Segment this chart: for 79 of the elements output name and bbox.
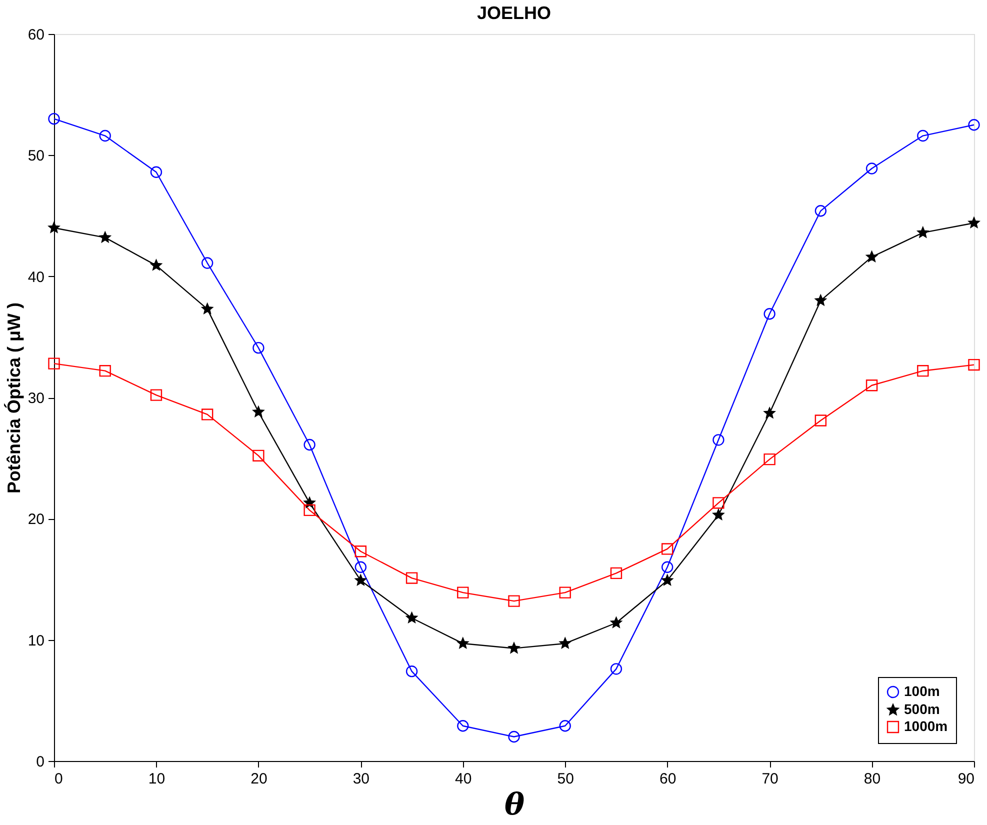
y-tick-label: 50 <box>28 148 44 165</box>
legend-label: 100m <box>904 683 940 699</box>
point <box>406 666 418 678</box>
point <box>712 509 724 520</box>
point <box>661 561 674 573</box>
point <box>457 586 469 598</box>
point <box>764 407 776 418</box>
point <box>304 504 316 516</box>
point <box>866 162 878 174</box>
point <box>917 130 929 142</box>
point <box>99 365 111 377</box>
point <box>508 642 520 654</box>
y-axis-title: Potência Óptica ( μW ) <box>4 302 24 494</box>
point <box>814 414 827 426</box>
point <box>201 257 214 269</box>
point <box>815 294 826 306</box>
point <box>48 222 60 233</box>
point <box>354 561 367 573</box>
point <box>406 612 418 623</box>
point <box>610 567 622 580</box>
point <box>99 130 111 142</box>
point <box>252 450 264 462</box>
point <box>252 342 264 354</box>
point <box>917 365 929 377</box>
x-tick-label: 40 <box>455 770 472 788</box>
point <box>48 112 60 125</box>
legend-label: 500m <box>904 701 940 717</box>
point <box>968 119 980 131</box>
point <box>201 408 214 420</box>
point <box>559 586 571 598</box>
point <box>457 638 468 648</box>
point <box>712 497 724 509</box>
y-tick-label: 60 <box>28 26 44 44</box>
x-tick-label: 10 <box>148 770 166 788</box>
point <box>610 617 622 628</box>
x-tick-label: 50 <box>557 770 574 788</box>
x-tick-label: 90 <box>958 770 974 788</box>
point <box>814 205 827 217</box>
point <box>764 453 776 466</box>
y-tick-label: 30 <box>28 390 44 407</box>
point <box>610 663 622 675</box>
point <box>764 308 776 320</box>
point <box>662 574 673 586</box>
point <box>508 595 520 607</box>
x-tick-label: 0 <box>54 770 63 788</box>
point <box>150 389 162 401</box>
point <box>508 730 520 743</box>
point <box>252 406 264 417</box>
point <box>202 303 213 314</box>
point <box>406 572 418 584</box>
y-tick-label: 20 <box>28 511 44 528</box>
x-tick-label: 30 <box>352 770 370 788</box>
point <box>917 226 928 238</box>
x-tick-label: 80 <box>864 770 881 788</box>
point <box>559 720 571 732</box>
y-tick-label: 40 <box>28 268 44 286</box>
point <box>661 543 674 555</box>
point <box>457 720 469 732</box>
point <box>354 546 367 558</box>
point <box>355 574 366 586</box>
chart-title: JOELHO <box>476 3 552 23</box>
point <box>866 251 878 262</box>
point <box>968 217 980 228</box>
y-tick-label: 0 <box>36 754 44 770</box>
x-tick-label: 70 <box>762 770 778 788</box>
x-tick-label: 20 <box>250 770 268 788</box>
point <box>304 438 316 451</box>
point <box>712 434 724 446</box>
y-tick-label: 10 <box>28 632 44 650</box>
point <box>100 232 111 242</box>
x-axis-title: θ <box>504 788 525 822</box>
point <box>560 638 571 648</box>
point <box>968 358 980 371</box>
point <box>866 380 878 392</box>
point <box>48 358 60 370</box>
x-tick-label: 60 <box>659 770 676 788</box>
point <box>150 260 162 270</box>
legend-label: 1000m <box>904 718 948 734</box>
point <box>150 166 162 178</box>
